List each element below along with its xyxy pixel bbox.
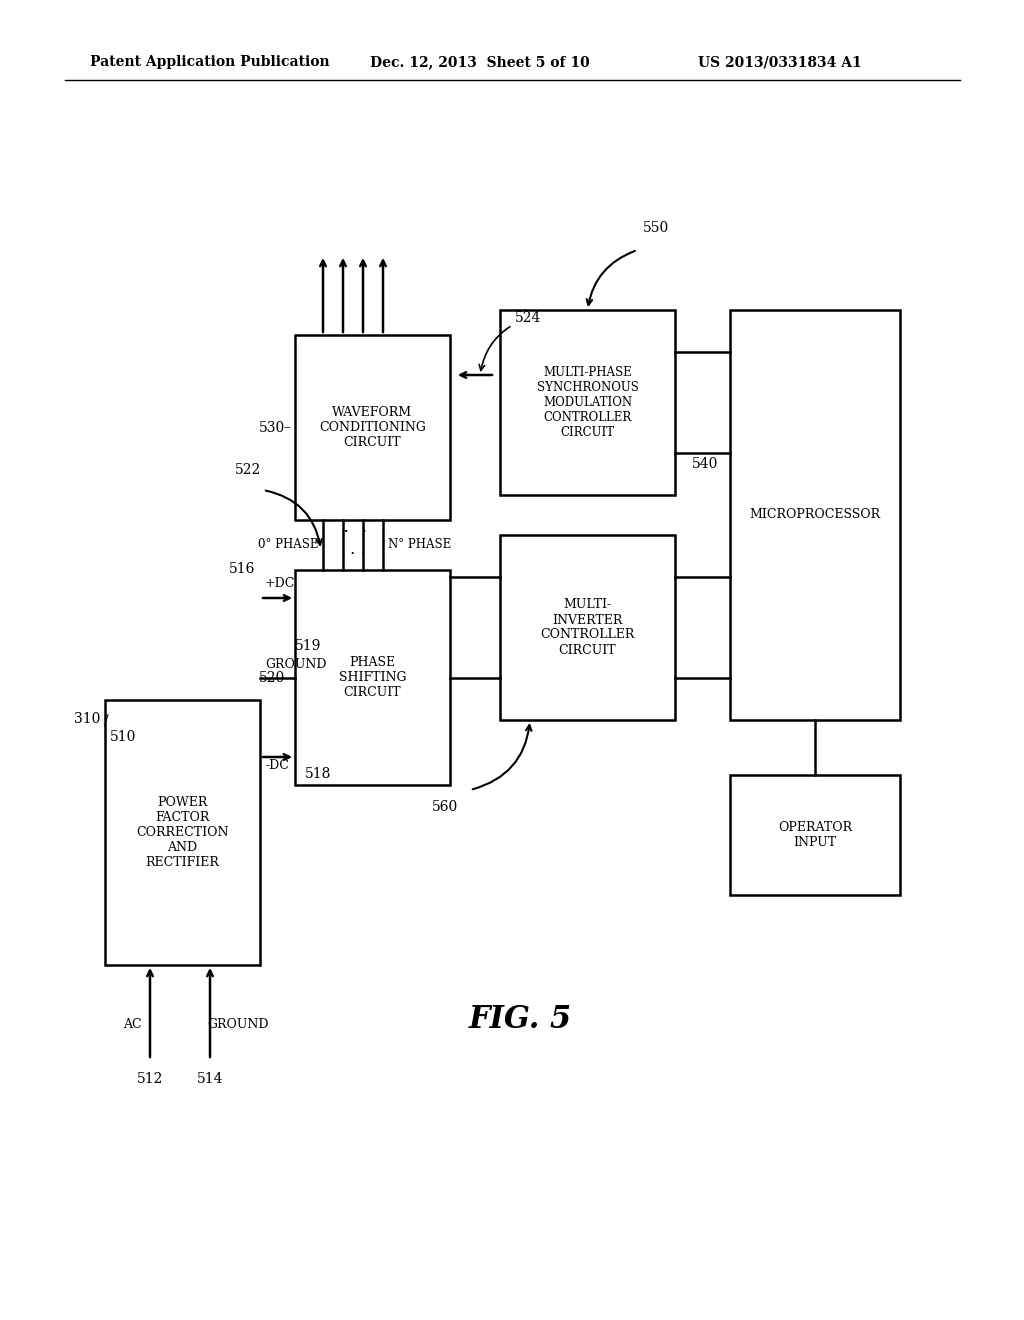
Text: PHASE
SHIFTING
CIRCUIT: PHASE SHIFTING CIRCUIT: [339, 656, 407, 700]
Text: 516: 516: [228, 562, 255, 576]
Text: . .: . .: [350, 541, 366, 558]
Bar: [105, 700, 260, 965]
Bar: [500, 310, 675, 495]
Text: 540: 540: [691, 458, 718, 471]
Text: 560: 560: [432, 800, 458, 814]
Text: 530: 530: [259, 421, 285, 434]
Text: .: .: [359, 517, 367, 536]
Text: GROUND: GROUND: [207, 1019, 268, 1031]
Text: 518: 518: [305, 767, 332, 781]
Text: GROUND: GROUND: [265, 657, 327, 671]
Text: 512: 512: [137, 1072, 163, 1086]
Text: N° PHASE: N° PHASE: [388, 539, 452, 552]
Text: MULTI-PHASE
SYNCHRONOUS
MODULATION
CONTROLLER
CIRCUIT: MULTI-PHASE SYNCHRONOUS MODULATION CONTR…: [537, 366, 638, 440]
Text: 519: 519: [295, 639, 322, 652]
Bar: [730, 310, 900, 719]
Text: –: –: [283, 421, 290, 434]
Bar: [500, 535, 675, 719]
Text: Dec. 12, 2013  Sheet 5 of 10: Dec. 12, 2013 Sheet 5 of 10: [370, 55, 590, 69]
Text: 522: 522: [234, 463, 261, 477]
Text: Patent Application Publication: Patent Application Publication: [90, 55, 330, 69]
Text: 550: 550: [642, 220, 669, 235]
Text: FIG. 5: FIG. 5: [468, 1005, 571, 1035]
Text: .: .: [342, 517, 348, 536]
Text: /: /: [103, 714, 109, 729]
Text: 524: 524: [479, 312, 542, 371]
Text: 310: 310: [74, 711, 100, 726]
Text: +DC: +DC: [265, 577, 295, 590]
Bar: [295, 335, 450, 520]
Text: WAVEFORM
CONDITIONING
CIRCUIT: WAVEFORM CONDITIONING CIRCUIT: [319, 407, 426, 449]
Bar: [295, 570, 450, 785]
Text: OPERATOR
INPUT: OPERATOR INPUT: [778, 821, 852, 849]
Text: -DC: -DC: [265, 759, 289, 772]
Text: MICROPROCESSOR: MICROPROCESSOR: [750, 508, 881, 521]
Text: AC: AC: [123, 1019, 141, 1031]
Text: POWER
FACTOR
CORRECTION
AND
RECTIFIER: POWER FACTOR CORRECTION AND RECTIFIER: [136, 796, 228, 869]
Text: 0° PHASE: 0° PHASE: [257, 539, 318, 552]
Text: 520: 520: [259, 671, 285, 685]
Text: MULTI-
INVERTER
CONTROLLER
CIRCUIT: MULTI- INVERTER CONTROLLER CIRCUIT: [541, 598, 635, 656]
Text: 510: 510: [110, 730, 136, 744]
Bar: [730, 775, 900, 895]
Text: 514: 514: [197, 1072, 223, 1086]
Text: US 2013/0331834 A1: US 2013/0331834 A1: [698, 55, 862, 69]
